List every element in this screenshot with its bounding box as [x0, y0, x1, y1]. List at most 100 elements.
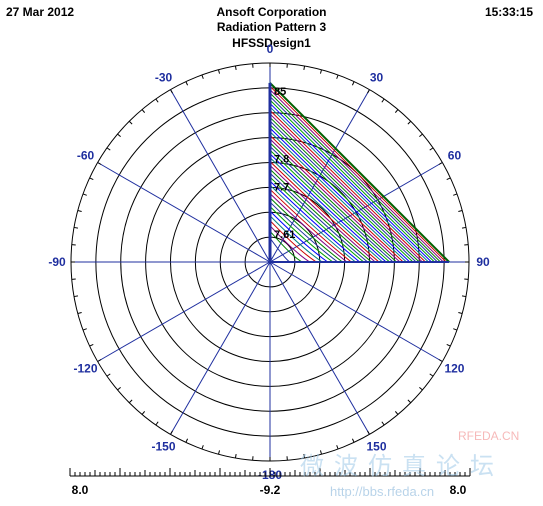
angle-label: 150 — [366, 439, 386, 453]
design-title: HFSSDesign1 — [232, 36, 311, 50]
angle-label: -120 — [74, 362, 98, 376]
date-label: 27 Mar 2012 — [6, 5, 75, 19]
polar-spoke — [269, 162, 443, 263]
polar-tick — [82, 328, 87, 331]
polar-tick — [82, 193, 87, 196]
polar-tick — [89, 343, 94, 347]
pattern-trace — [269, 179, 362, 263]
polar-spoke — [170, 89, 271, 263]
plot-title: Radiation Pattern 3 — [216, 20, 327, 34]
angle-label: -90 — [48, 255, 66, 269]
polar-tick — [461, 295, 467, 298]
polar-tick — [97, 359, 102, 362]
pattern-trace — [269, 102, 433, 263]
polar-tick — [77, 210, 82, 213]
pattern-traces — [268, 81, 451, 263]
pattern-trace — [269, 141, 398, 263]
pattern-trace — [269, 105, 430, 263]
angle-label: 90 — [476, 255, 490, 269]
polar-tick — [218, 69, 221, 74]
radial-label: 85 — [274, 86, 286, 98]
pattern-trace — [269, 175, 366, 263]
polar-spoke — [269, 261, 370, 435]
polar-tick — [128, 120, 133, 125]
radial-label: 7.7 — [274, 181, 289, 193]
polar-tick — [73, 295, 79, 298]
company-title: Ansoft Corporation — [216, 5, 327, 19]
polar-tick — [201, 445, 204, 450]
polar-spoke — [97, 162, 271, 263]
polar-tick — [461, 226, 467, 229]
polar-tick — [170, 430, 173, 435]
polar-tick — [429, 147, 434, 151]
pattern-trace — [269, 192, 349, 263]
polar-tick — [458, 210, 463, 213]
polar-tick — [117, 386, 121, 391]
angle-label: -60 — [77, 149, 95, 163]
pattern-trace — [269, 91, 442, 263]
polar-tick — [381, 98, 385, 103]
polar-tick — [303, 65, 306, 71]
polar-tick — [446, 177, 451, 181]
scale-center-label: -9.2 — [260, 483, 281, 497]
polar-tick — [438, 359, 443, 362]
pattern-trace — [269, 200, 340, 263]
polar-tick — [394, 411, 399, 415]
polar-tick — [97, 162, 102, 165]
polar-tick — [155, 421, 159, 426]
pattern-trace — [269, 184, 357, 263]
polar-tick — [106, 147, 111, 151]
pattern-trace — [269, 145, 395, 263]
polar-tick — [367, 89, 370, 94]
pattern-trace — [269, 85, 448, 263]
polar-tick — [89, 177, 94, 181]
polar-tick — [201, 74, 204, 79]
polar-tick — [394, 109, 399, 113]
polar-tick — [336, 74, 339, 79]
pattern-trace — [269, 88, 445, 263]
polar-tick — [185, 438, 189, 443]
watermark: RFEDA.CN 微波仿真论坛 http://bbs.rfeda.cn — [300, 429, 519, 499]
pattern-trace — [269, 152, 388, 263]
polar-tick — [453, 328, 458, 331]
pattern-trace — [269, 119, 418, 263]
polar-tick — [407, 399, 412, 404]
polar-tick — [419, 133, 423, 138]
polar-tick — [141, 109, 146, 113]
scale-right-label: 8.0 — [450, 483, 467, 497]
polar-tick — [351, 81, 355, 86]
pattern-trace — [269, 168, 373, 263]
pattern-trace — [269, 196, 344, 263]
polar-spoke — [170, 261, 271, 435]
pattern-trace — [269, 156, 384, 263]
pattern-trace — [269, 82, 450, 263]
polar-tick — [185, 81, 189, 86]
polar-tick — [458, 311, 463, 314]
polar-tick — [170, 89, 173, 94]
time-label: 15:33:15 — [484, 5, 533, 19]
polar-tick — [128, 399, 133, 404]
polar-spoke — [269, 261, 443, 362]
polar-tick — [429, 373, 434, 377]
polar-tick — [351, 438, 355, 443]
radial-label: 7.61 — [274, 229, 295, 241]
pattern-trace — [269, 112, 424, 263]
polar-tick — [234, 453, 237, 459]
polar-tick — [419, 386, 423, 391]
polar-tick — [367, 430, 370, 435]
watermark-chinese: 微波仿真论坛 — [300, 453, 504, 480]
radial-labels: 85 7.8 7.7 7.61 — [274, 86, 295, 241]
angle-label: -30 — [155, 71, 173, 85]
pattern-trace — [269, 134, 405, 263]
angle-label: -150 — [151, 439, 175, 453]
polar-tick — [106, 373, 111, 377]
angle-label: 30 — [370, 71, 384, 85]
polar-tick — [446, 343, 451, 347]
pattern-trace — [269, 109, 427, 263]
pattern-trace — [269, 137, 402, 263]
polar-tick — [73, 226, 79, 229]
pattern-trace — [269, 148, 391, 263]
pattern-trace — [269, 95, 439, 263]
